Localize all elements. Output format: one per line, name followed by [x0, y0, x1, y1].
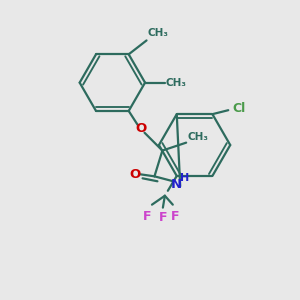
Text: CH₃: CH₃ [166, 78, 187, 88]
Text: O: O [129, 168, 140, 181]
Text: CH₃: CH₃ [148, 28, 169, 38]
Text: F: F [143, 210, 151, 223]
Text: CH₃: CH₃ [187, 132, 208, 142]
Text: F: F [159, 211, 167, 224]
Text: N: N [171, 178, 182, 191]
Text: H: H [180, 173, 189, 183]
Text: O: O [135, 122, 146, 135]
Text: Cl: Cl [232, 102, 245, 115]
Text: F: F [170, 210, 179, 223]
